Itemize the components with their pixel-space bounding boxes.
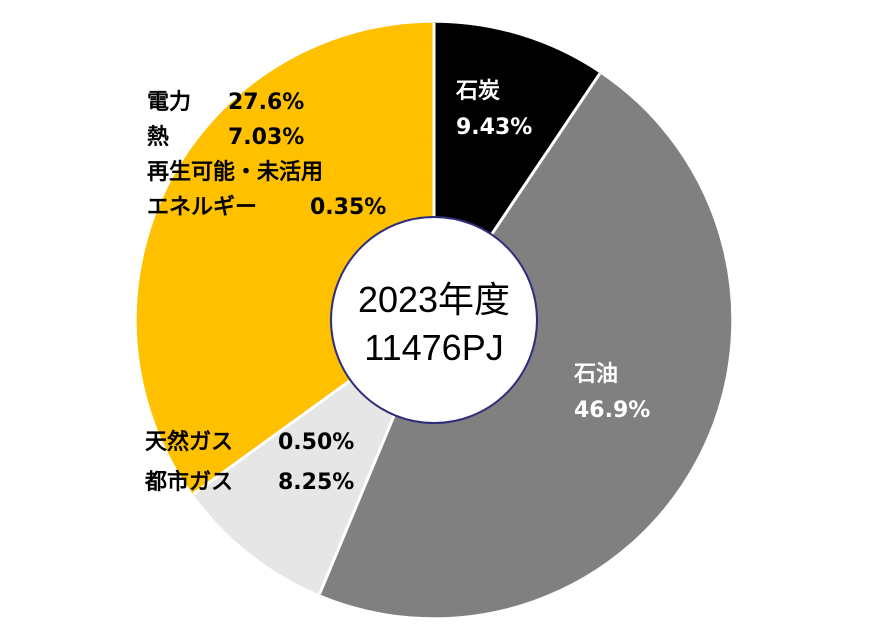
center-hole [330,216,538,424]
slice-value-electricity: 27.6% [228,90,304,115]
slice-label-natural-gas: 天然ガス [145,429,233,455]
slice-label-city-gas: 都市ガス [144,469,233,495]
center-total-label: 11476PJ [364,327,503,368]
slice-label-renewable-line1: 再生可能・未活用 [147,159,323,185]
slice-value-coal: 9.43% [456,115,532,140]
slice-label-electricity: 電力 [147,90,191,115]
slice-value-oil: 46.9% [574,398,650,423]
slice-value-renewable: 0.35% [310,195,386,220]
slice-value-heat: 7.03% [228,125,304,150]
slice-value-city-gas: 8.25% [278,470,354,495]
slice-label-coal: 石炭 [455,78,500,104]
slice-label-heat: 熱 [147,124,169,150]
slice-label-renewable-line2: エネルギー [147,195,257,220]
pie-slice-4 [136,53,435,495]
center-year-label: 2023年度 [358,279,510,320]
slice-value-natural-gas: 0.50% [278,430,354,455]
slice-label-oil: 石油 [573,362,618,387]
